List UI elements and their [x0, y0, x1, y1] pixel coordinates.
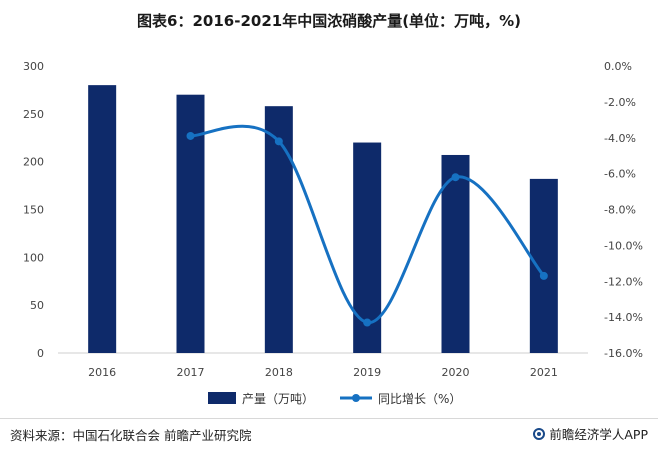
- left-tick-label: 150: [23, 204, 44, 217]
- legend-bar-swatch: [208, 392, 236, 404]
- right-tick-label: -6.0%: [604, 168, 636, 181]
- line-point: [363, 318, 372, 327]
- left-tick-label: 50: [30, 299, 44, 312]
- line-point: [186, 131, 195, 140]
- x-tick-label: 2019: [353, 366, 381, 379]
- legend-line-label: 同比增长（%）: [378, 392, 461, 406]
- x-tick-label: 2017: [177, 366, 205, 379]
- line-point: [539, 271, 548, 280]
- combo-chart: 0 50 100 150 200 250 300 0.0% -2.0% -4.0% -6.0% -8.…: [23, 60, 643, 406]
- x-tick-label: 2016: [88, 366, 116, 379]
- x-tick-label: 2020: [442, 366, 470, 379]
- x-tick-label: 2018: [265, 366, 293, 379]
- right-tick-label: -4.0%: [604, 132, 636, 145]
- right-tick-label: -14.0%: [604, 311, 643, 324]
- left-tick-label: 200: [23, 156, 44, 169]
- plot-area: 0 50 100 150 200 250 300 0.0% -2.0% -4.0% -6.0% -8.…: [23, 60, 643, 406]
- legend-line-marker: [352, 394, 360, 402]
- right-tick-label: -8.0%: [604, 204, 636, 217]
- left-tick-label: 300: [23, 60, 44, 73]
- bar: [529, 178, 558, 353]
- left-tick-label: 250: [23, 108, 44, 121]
- x-tick-label: 2021: [530, 366, 558, 379]
- left-tick-label: 0: [37, 347, 44, 360]
- right-tick-label: 0.0%: [604, 60, 632, 73]
- brand-label: 前瞻经济学人APP: [533, 424, 648, 443]
- right-tick-label: -16.0%: [604, 347, 643, 360]
- footer-divider: [0, 418, 658, 419]
- line-point: [451, 173, 460, 182]
- bar: [264, 106, 293, 354]
- source-note: 资料来源：中国石化联合会 前瞻产业研究院: [10, 428, 252, 443]
- right-tick-label: -2.0%: [604, 96, 636, 109]
- bar: [441, 154, 470, 353]
- footer: 资料来源：中国石化联合会 前瞻产业研究院 前瞻经济学人APP: [0, 420, 658, 452]
- line-point: [274, 137, 283, 146]
- bar: [88, 85, 117, 353]
- right-tick-label: -12.0%: [604, 275, 643, 288]
- brand-logo-icon: [533, 427, 546, 440]
- legend-bar-label: 产量（万吨）: [242, 392, 314, 406]
- chart-title: 图表6：2016-2021年中国浓硝酸产量(单位：万吨，%): [137, 12, 521, 30]
- left-tick-label: 100: [23, 251, 44, 264]
- right-tick-label: -10.0%: [604, 239, 643, 252]
- brand-text: 前瞻经济学人APP: [549, 427, 648, 442]
